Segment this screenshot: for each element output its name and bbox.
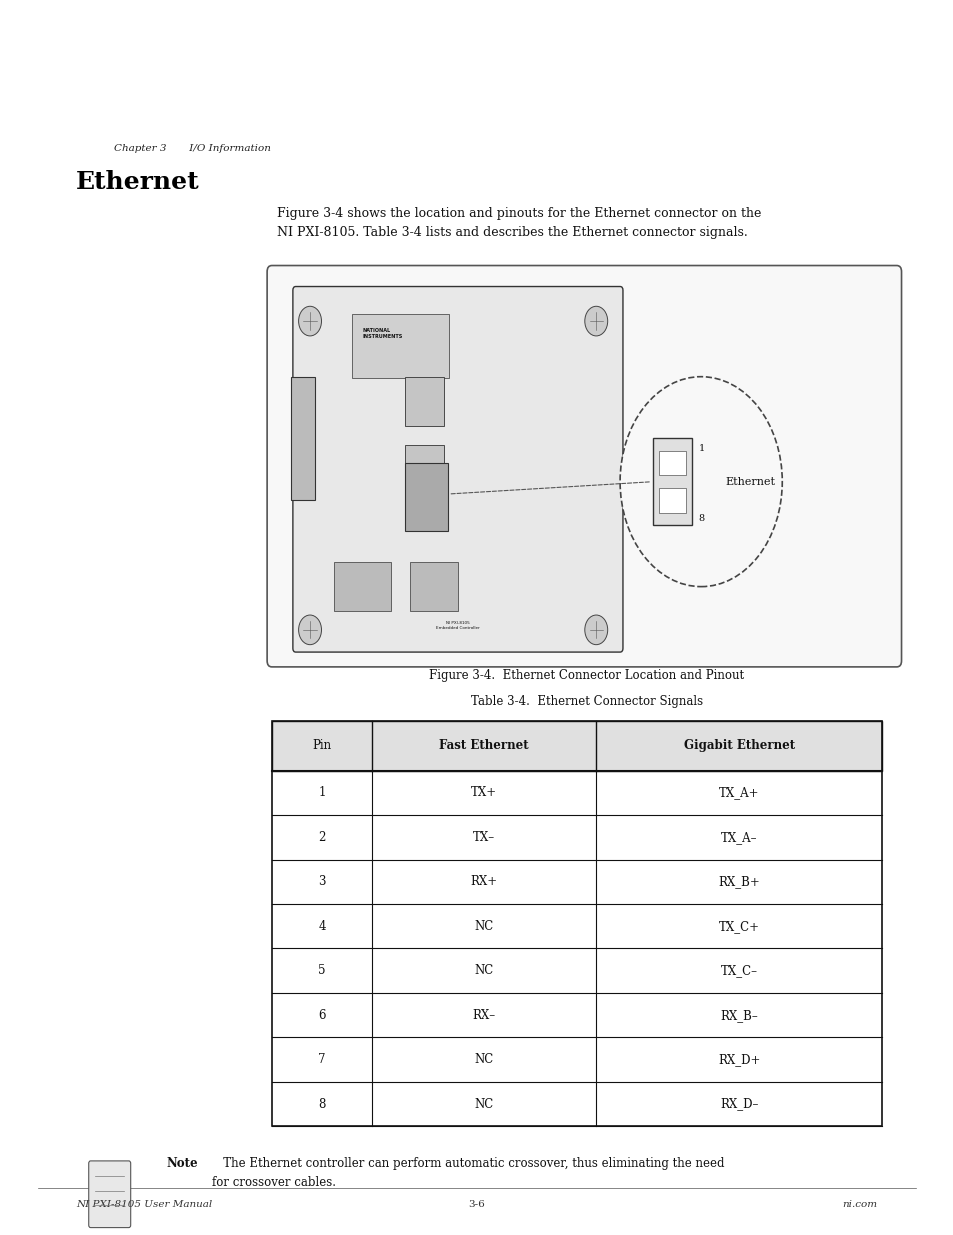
FancyBboxPatch shape (89, 1161, 131, 1228)
Text: 3: 3 (318, 876, 325, 888)
Text: NI PXI-8105 User Manual: NI PXI-8105 User Manual (76, 1200, 213, 1209)
Bar (405, 377, 443, 426)
Text: TX–: TX– (473, 831, 495, 844)
Text: 1: 1 (318, 787, 325, 799)
Text: The Ethernet controller can perform automatic crossover, thus eliminating the ne: The Ethernet controller can perform auto… (212, 1157, 723, 1189)
Bar (272, 721, 882, 771)
Text: NATIONAL
INSTRUMENTS: NATIONAL INSTRUMENTS (362, 329, 402, 338)
FancyBboxPatch shape (352, 314, 449, 378)
Circle shape (584, 306, 607, 336)
Bar (405, 445, 443, 494)
Text: TX+: TX+ (471, 787, 497, 799)
Text: RX_D–: RX_D– (720, 1098, 758, 1110)
Text: TX_C–: TX_C– (720, 965, 757, 977)
Text: Fast Ethernet: Fast Ethernet (439, 740, 528, 752)
Text: RX_B–: RX_B– (720, 1009, 758, 1021)
Text: RX+: RX+ (470, 876, 497, 888)
Text: NC: NC (474, 920, 494, 932)
Text: 2: 2 (318, 831, 325, 844)
Text: 5: 5 (318, 965, 325, 977)
Text: RX–: RX– (472, 1009, 496, 1021)
Text: 4: 4 (318, 920, 325, 932)
Text: NC: NC (474, 1053, 494, 1066)
Text: Note: Note (167, 1157, 198, 1171)
Bar (659, 488, 685, 513)
Text: 8: 8 (318, 1098, 325, 1110)
Text: Figure 3-4 shows the location and pinouts for the Ethernet connector on the
NI P: Figure 3-4 shows the location and pinout… (276, 207, 760, 240)
Text: TX_C+: TX_C+ (719, 920, 759, 932)
Circle shape (584, 615, 607, 645)
Text: Figure 3-4.  Ethernet Connector Location and Pinout: Figure 3-4. Ethernet Connector Location … (429, 669, 743, 683)
Text: TX_A–: TX_A– (720, 831, 757, 844)
Text: NI PXI-8105
Embedded Controller: NI PXI-8105 Embedded Controller (436, 621, 479, 630)
Bar (653, 438, 691, 525)
Bar (272, 721, 882, 1126)
Circle shape (298, 306, 321, 336)
FancyBboxPatch shape (267, 266, 901, 667)
Text: 8: 8 (698, 514, 703, 524)
Text: NC: NC (474, 965, 494, 977)
Text: RX_D+: RX_D+ (718, 1053, 760, 1066)
Ellipse shape (619, 377, 781, 587)
Text: Gigabit Ethernet: Gigabit Ethernet (683, 740, 794, 752)
Text: Ethernet: Ethernet (76, 170, 200, 194)
Text: 6: 6 (318, 1009, 325, 1021)
Bar (334, 562, 391, 611)
Text: 7: 7 (318, 1053, 325, 1066)
Text: Chapter 3       I/O Information: Chapter 3 I/O Information (114, 144, 271, 153)
Text: ni.com: ni.com (841, 1200, 877, 1209)
Circle shape (298, 615, 321, 645)
Text: Table 3-4.  Ethernet Connector Signals: Table 3-4. Ethernet Connector Signals (470, 695, 702, 709)
Bar (405, 463, 448, 531)
Text: Pin: Pin (312, 740, 332, 752)
Bar (659, 451, 685, 475)
Text: 3-6: 3-6 (468, 1200, 485, 1209)
Text: 1: 1 (698, 443, 704, 453)
Text: NC: NC (474, 1098, 494, 1110)
Bar (291, 377, 314, 500)
FancyBboxPatch shape (293, 287, 622, 652)
Bar (410, 562, 457, 611)
Text: TX_A+: TX_A+ (719, 787, 759, 799)
Text: RX_B+: RX_B+ (718, 876, 760, 888)
Text: Ethernet: Ethernet (724, 477, 774, 487)
